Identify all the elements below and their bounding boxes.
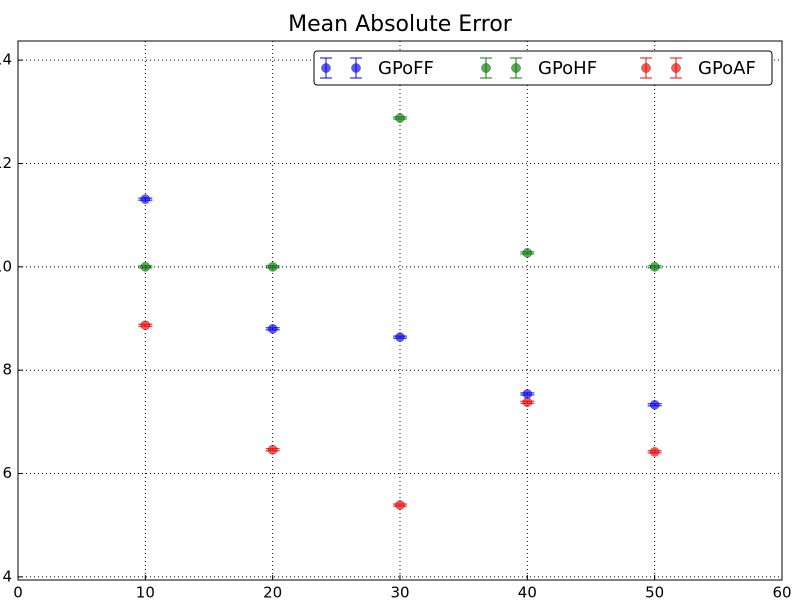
point xyxy=(522,389,533,399)
point xyxy=(649,262,660,272)
legend-point xyxy=(641,63,651,73)
y-tick-label: 6 xyxy=(2,464,12,482)
legend-point xyxy=(351,63,361,73)
legend-frame xyxy=(313,50,773,86)
point xyxy=(649,400,660,410)
point xyxy=(140,320,151,330)
y-tick-label: 10 xyxy=(0,257,12,275)
x-tick-label: 40 xyxy=(518,584,537,600)
legend-label: GPoFF xyxy=(378,58,434,79)
x-tick-label: 50 xyxy=(645,584,664,600)
point xyxy=(395,113,405,123)
point xyxy=(140,262,151,272)
y-tick-label: 4 xyxy=(2,567,12,585)
point xyxy=(267,324,278,334)
chart-title: Mean Absolute Error xyxy=(288,12,513,37)
plot-frame xyxy=(17,40,783,581)
point xyxy=(395,500,405,510)
y-tick-label: 12 xyxy=(0,154,12,172)
legend-point xyxy=(321,63,331,73)
point xyxy=(649,447,660,457)
legend-label: GPoAF xyxy=(698,58,756,79)
point xyxy=(140,194,151,204)
x-tick-label: 20 xyxy=(263,584,282,600)
x-tick-label: 60 xyxy=(772,584,791,600)
y-tick-label: 8 xyxy=(2,361,12,379)
legend-point xyxy=(671,63,681,73)
point xyxy=(267,262,278,272)
legend-point xyxy=(481,63,491,73)
y-tick-label: 14 xyxy=(0,51,12,69)
x-tick-label: 0 xyxy=(13,584,23,600)
x-tick-label: 10 xyxy=(136,584,155,600)
legend-label: GPoHF xyxy=(538,58,597,79)
legend-point xyxy=(511,63,521,73)
point xyxy=(522,397,533,407)
point xyxy=(267,445,278,455)
point xyxy=(395,332,405,342)
point xyxy=(522,248,533,258)
x-tick-label: 30 xyxy=(390,584,409,600)
